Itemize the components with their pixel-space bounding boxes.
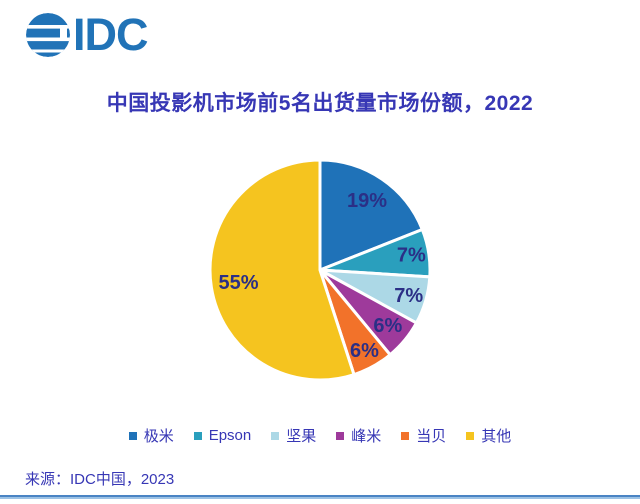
legend-swatch-icon bbox=[401, 431, 410, 440]
idc-logo: IDC bbox=[26, 12, 148, 57]
legend-item-0[interactable]: 极米 bbox=[128, 425, 174, 446]
pie-slice-label: 7% bbox=[394, 285, 423, 307]
bottom-rule-light bbox=[0, 497, 640, 499]
pie-slice-label: 6% bbox=[373, 315, 402, 337]
pie-slice-label: 7% bbox=[397, 245, 426, 267]
pie-slice-0[interactable] bbox=[318, 158, 424, 272]
legend-label: 极米 bbox=[143, 428, 174, 445]
legend-swatch-icon bbox=[336, 431, 345, 440]
legend-item-1[interactable]: Epson bbox=[193, 427, 252, 444]
legend-item-3[interactable]: 峰米 bbox=[336, 425, 381, 446]
idc-logo-text: IDC bbox=[73, 8, 148, 60]
pie-slice-5[interactable] bbox=[208, 158, 356, 382]
legend-item-4[interactable]: 当贝 bbox=[401, 425, 446, 446]
chart-legend: 极米 Epson 坚果 峰米 当贝 其他 bbox=[0, 425, 640, 446]
legend-label: 峰米 bbox=[351, 428, 382, 445]
idc-globe-icon bbox=[26, 12, 70, 57]
legend-swatch-icon bbox=[466, 431, 475, 440]
legend-label: Epson bbox=[208, 427, 252, 444]
pie-slice-label: 55% bbox=[218, 272, 258, 294]
legend-swatch-icon bbox=[128, 431, 137, 440]
legend-label: 坚果 bbox=[286, 428, 317, 445]
legend-item-2[interactable]: 坚果 bbox=[271, 425, 316, 446]
chart-title: 中国投影机市场前5名出货量市场份额，2022 bbox=[106, 92, 534, 115]
bottom-rule-dark bbox=[0, 495, 640, 497]
pie-slice-label: 6% bbox=[350, 340, 379, 362]
legend-label: 当贝 bbox=[416, 428, 447, 445]
legend-label: 其他 bbox=[481, 428, 512, 445]
legend-swatch-icon bbox=[271, 431, 280, 440]
source-note: 来源：IDC中国，2023 bbox=[25, 471, 175, 488]
pie-slice-label: 19% bbox=[347, 190, 387, 212]
legend-swatch-icon bbox=[193, 431, 202, 440]
legend-item-5[interactable]: 其他 bbox=[466, 425, 511, 446]
